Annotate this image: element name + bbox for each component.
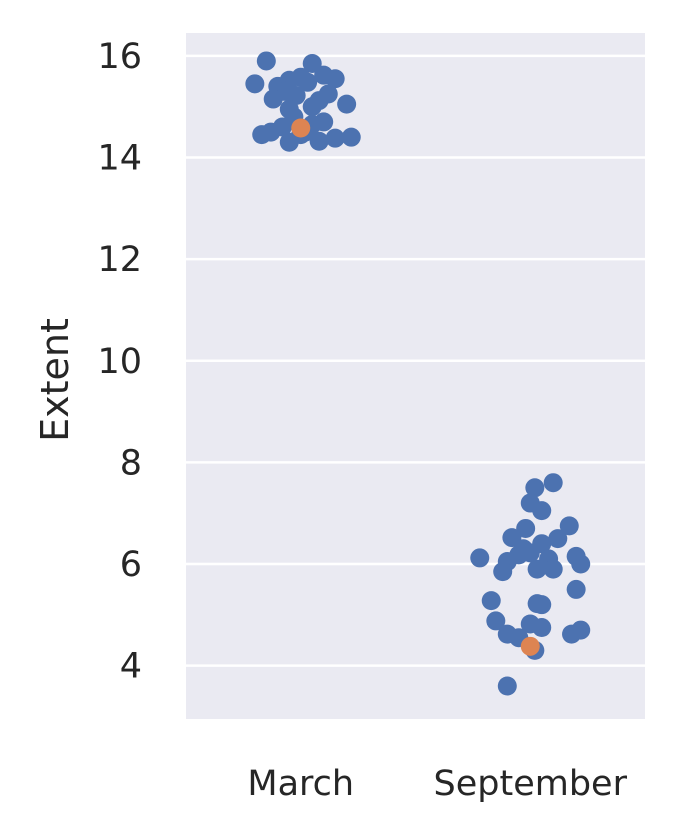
data-point (548, 529, 568, 549)
data-point (252, 125, 272, 145)
data-point (309, 131, 329, 151)
plot-area-background (186, 33, 645, 719)
data-point (516, 518, 536, 538)
gridlines (186, 54, 645, 667)
y-tick-label: 12 (97, 240, 142, 280)
data-point (263, 89, 283, 109)
data-point (481, 591, 501, 611)
data-point (543, 473, 563, 493)
data-point (543, 559, 563, 579)
x-tick-labels: March September (247, 764, 627, 804)
data-point (571, 554, 591, 574)
data-point (527, 559, 547, 579)
data-point (532, 618, 552, 638)
y-tick-label: 14 (97, 138, 142, 178)
data-point (302, 53, 322, 73)
data-point (520, 543, 540, 563)
y-tick-label: 6 (120, 545, 142, 585)
data-point (256, 51, 276, 71)
data-points (245, 51, 591, 696)
data-point (497, 676, 517, 696)
data-point (325, 69, 345, 89)
data-point (532, 501, 552, 521)
data-point (562, 624, 582, 644)
highlight-point (520, 636, 540, 656)
data-point (532, 595, 552, 615)
data-point (470, 548, 490, 568)
data-point (486, 611, 506, 631)
data-point (325, 128, 345, 148)
highlight-point (291, 118, 311, 138)
y-tick-labels: 4 6 8 10 12 14 16 (97, 37, 142, 687)
data-point (493, 562, 513, 582)
y-axis-label: Extent (33, 318, 77, 442)
data-point (341, 127, 361, 147)
data-point (566, 579, 586, 599)
x-tick-label: September (434, 764, 628, 804)
y-tick-label: 4 (120, 647, 142, 687)
data-point (337, 94, 357, 114)
data-point (302, 97, 322, 117)
y-tick-label: 10 (97, 342, 142, 382)
data-point (279, 132, 299, 152)
data-point (559, 516, 579, 536)
data-point (525, 478, 545, 498)
y-tick-label: 16 (97, 37, 142, 77)
x-tick-label: March (247, 764, 354, 804)
data-point (298, 72, 318, 92)
y-tick-label: 8 (120, 443, 142, 483)
data-point (245, 74, 265, 94)
